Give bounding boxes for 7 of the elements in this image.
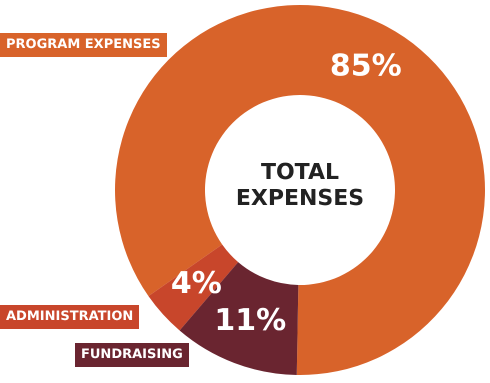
data-label: 4% <box>170 266 222 302</box>
slice-label: ADMINISTRATION <box>0 305 140 329</box>
slice-label: PROGRAM EXPENSES <box>0 33 167 57</box>
data-label: 11% <box>214 302 286 338</box>
data-label: 85% <box>330 48 402 84</box>
slice-label: FUNDRAISING <box>75 343 189 367</box>
text: TOTAL EXPENSES <box>234 160 366 212</box>
